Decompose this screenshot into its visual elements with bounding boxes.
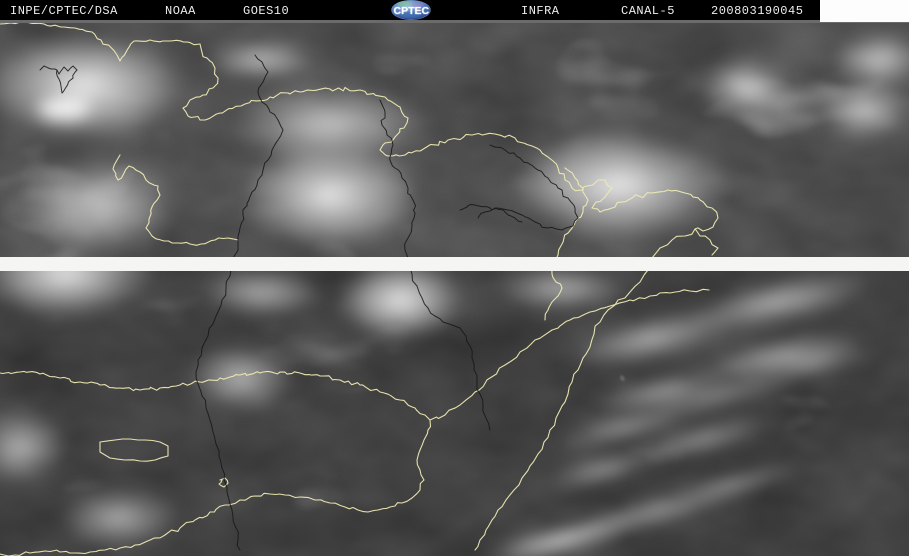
- svg-text:CPTEC: CPTEC: [394, 5, 430, 17]
